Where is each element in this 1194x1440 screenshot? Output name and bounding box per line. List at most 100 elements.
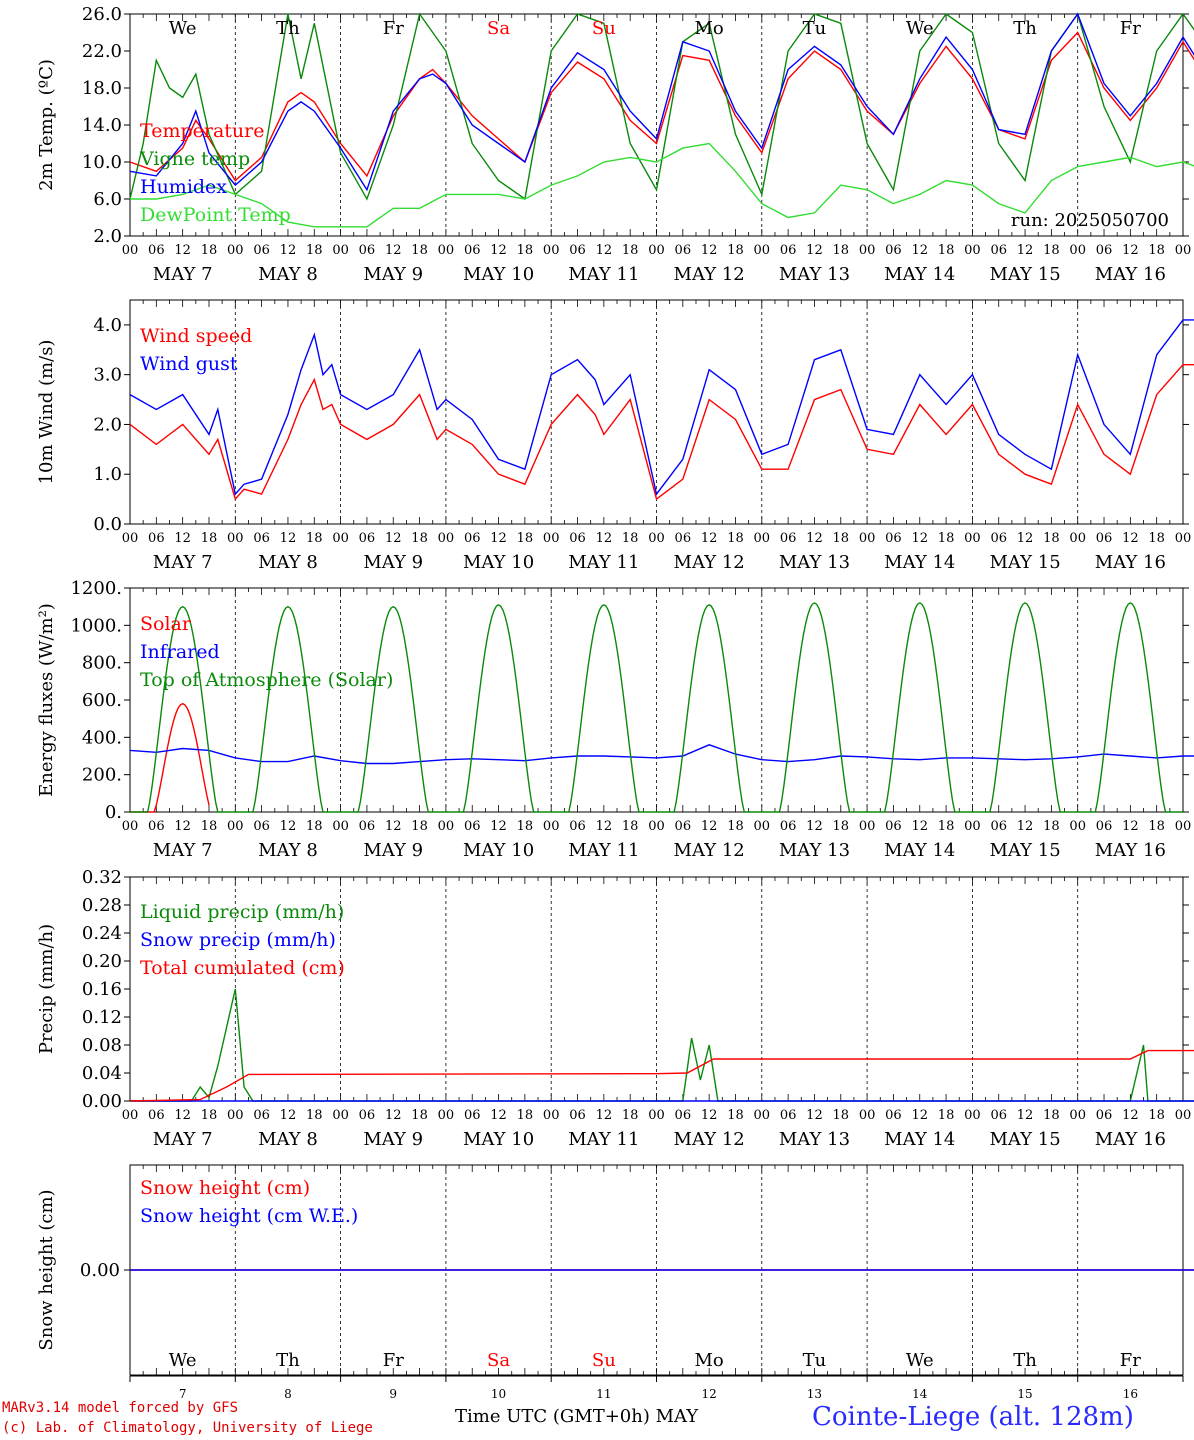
hour-tick-label: 12 [911,1108,928,1123]
panel-frame [129,587,1184,813]
hour-tick-label: 00 [859,243,876,258]
y-tick-label: 6.0 [93,189,122,210]
hour-tick-label: 06 [148,819,165,834]
date-label: MAY 12 [674,1129,745,1150]
hour-tick-label: 00 [964,819,981,834]
hour-tick-label: 06 [253,243,270,258]
y-tick-label: 1.0 [93,464,122,485]
hour-tick-label: 18 [306,531,323,546]
model-credit: MARv3.14 model forced by GFS [2,1400,239,1416]
day-name: Tu [803,18,827,39]
bottom-day-number: 9 [389,1387,397,1401]
y-tick-label: 26.0 [82,4,122,25]
hour-tick-label: 00 [543,1108,560,1123]
date-label: MAY 9 [363,552,423,573]
hour-tick-label: 12 [1017,531,1034,546]
day-name: Th [1013,1350,1037,1371]
hour-tick-label: 00 [648,1108,665,1123]
hour-tick-label: 00 [227,819,244,834]
hour-tick-label: 06 [990,531,1007,546]
panel-3 [124,587,1194,813]
hour-tick-label: 18 [938,531,955,546]
hour-tick-label: 12 [701,1108,718,1123]
hour-tick-label: 00 [332,531,349,546]
bottom-day-number: 13 [807,1387,822,1401]
date-label: MAY 13 [779,264,850,285]
day-name: We [906,18,934,39]
date-label: MAY 14 [884,552,955,573]
hour-tick-label: 00 [122,819,139,834]
hour-tick-label: 00 [1069,819,1086,834]
hour-tick-label: 18 [833,819,850,834]
hour-tick-label: 18 [411,531,428,546]
legend-entry: Vigne temp [139,148,250,170]
hour-tick-label: 00 [964,243,981,258]
y-tick-label: 18.0 [82,78,122,99]
hour-tick-label: 06 [675,531,692,546]
date-label: MAY 14 [884,264,955,285]
date-label: MAY 9 [363,264,423,285]
hour-tick-label: 18 [622,819,639,834]
hour-tick-label: 18 [1148,531,1165,546]
date-label: MAY 14 [884,1129,955,1150]
hour-tick-label: 12 [806,819,823,834]
hour-tick-label: 06 [253,531,270,546]
hour-tick-label: 06 [464,531,481,546]
y-tick-label: 800. [82,653,122,674]
y-tick-label: 22.0 [82,41,122,62]
bottom-day-number: 8 [284,1387,292,1401]
y-tick-label: 0.0 [93,514,122,535]
hour-tick-label: 18 [517,819,534,834]
hour-tick-label: 12 [490,1108,507,1123]
date-label: MAY 10 [463,840,534,861]
hour-tick-label: 00 [1069,243,1086,258]
bottom-day-number: 12 [702,1387,717,1401]
hour-tick-label: 12 [596,819,613,834]
station-name: Cointe-Liege (alt. 128m) [812,1402,1134,1432]
day-name: Th [276,1350,300,1371]
hour-tick-label: 12 [1122,819,1139,834]
date-label: MAY 8 [258,264,318,285]
hour-tick-label: 12 [385,819,402,834]
hour-tick-label: 06 [990,819,1007,834]
hour-tick-label: 00 [438,1108,455,1123]
y-axis-label: 2m Temp. (ºC) [36,59,57,191]
hour-tick-label: 00 [122,531,139,546]
date-label: MAY 10 [463,552,534,573]
hour-tick-label: 06 [780,531,797,546]
day-name: We [169,18,197,39]
series-total-cumulated-cm- [129,1049,1194,1102]
hour-tick-label: 00 [543,531,560,546]
day-name: Mo [695,1350,724,1371]
hour-tick-label: 12 [385,243,402,258]
hour-tick-label: 18 [833,531,850,546]
hour-tick-label: 18 [1043,243,1060,258]
hour-tick-label: 06 [1096,531,1113,546]
hour-tick-label: 18 [1148,1108,1165,1123]
bottom-day-number: 14 [912,1387,928,1401]
y-tick-label: 3.0 [93,365,122,386]
day-name: Th [276,18,300,39]
legend-entry: Total cumulated (cm) [140,957,345,979]
series-vigne-temp [129,12,1194,201]
y-tick-label: 0.20 [82,951,122,972]
hour-tick-label: 12 [174,243,191,258]
day-name: Su [592,1350,616,1371]
hour-tick-label: 00 [964,531,981,546]
day-name: Fr [1120,18,1141,39]
hour-tick-label: 06 [885,531,902,546]
y-axis-label: Precip (mm/h) [36,924,57,1054]
y-tick-label: 600. [82,690,122,711]
hour-tick-label: 12 [1017,819,1034,834]
legend-entry: Snow precip (mm/h) [140,929,336,951]
hour-tick-label: 12 [280,243,297,258]
legend-entry: Infrared [140,641,220,663]
hour-tick-label: 06 [359,819,376,834]
hour-tick-label: 18 [727,243,744,258]
copyright: (c) Lab. of Climatology, University of L… [2,1420,373,1436]
hour-tick-label: 18 [622,531,639,546]
hour-tick-label: 12 [596,1108,613,1123]
hour-tick-label: 12 [1122,1108,1139,1123]
hour-tick-label: 00 [754,531,771,546]
